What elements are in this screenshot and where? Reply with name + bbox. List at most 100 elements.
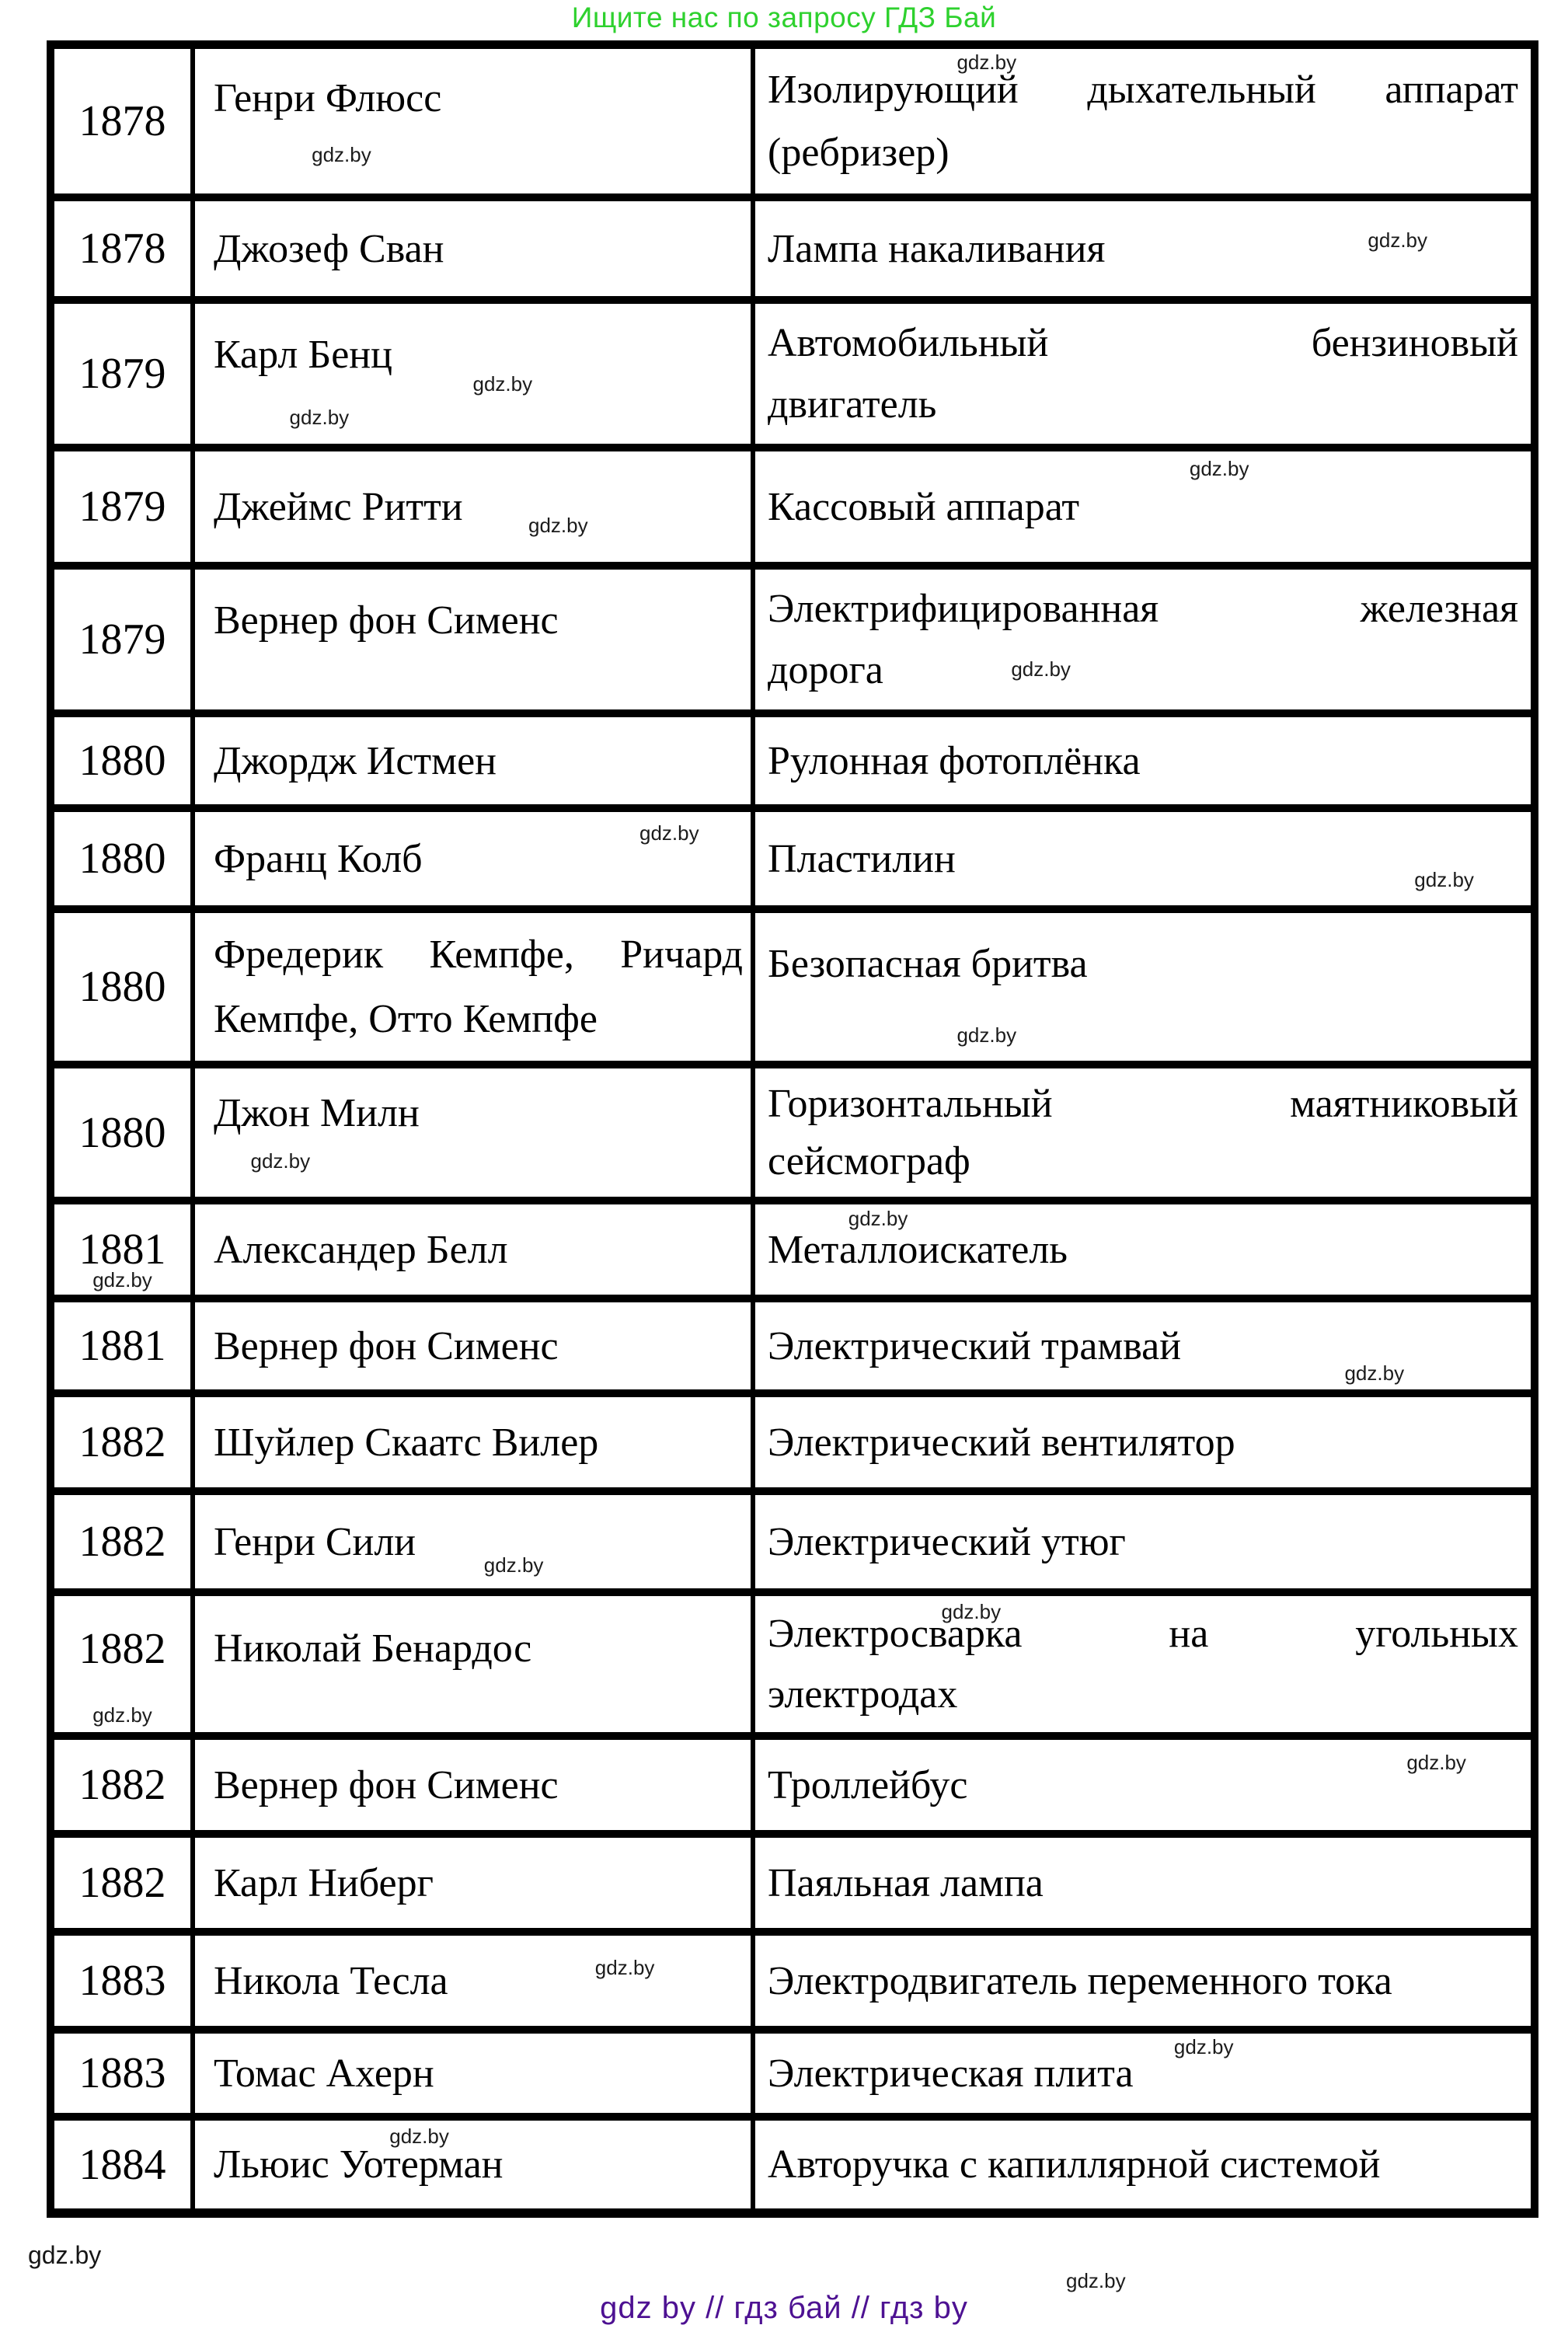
invention-text: Изолирующий дыхательный аппарат bbox=[768, 67, 1518, 112]
inventor-name: Генри Сили bbox=[214, 1519, 416, 1564]
year-cell: 1880 bbox=[54, 1068, 190, 1197]
year-cell: 1878 bbox=[54, 201, 190, 296]
invention-text: Электрифицированная железная bbox=[768, 586, 1518, 631]
inventor-name: Вернер фон Сименс bbox=[214, 1762, 559, 1807]
invention-cell: Рулонная фотоплёнка bbox=[755, 717, 1531, 804]
invention-cell: Авторучка с капиллярной системой bbox=[755, 2121, 1531, 2208]
invention-text: Авторучка с капиллярной системой bbox=[768, 2142, 1381, 2187]
year-value: 1882 bbox=[78, 1761, 166, 1809]
year-cell: 1883 bbox=[54, 1936, 190, 2026]
gdzby-watermark: gdz.by bbox=[1011, 657, 1071, 681]
inventions-table: 1878 Генри Флюсс gdz.by Изолирующий дыха… bbox=[47, 40, 1538, 2218]
invention-cell: Электросварка на угольных электродах gdz… bbox=[755, 1596, 1531, 1732]
inventor-name: Никола Тесла bbox=[214, 1958, 448, 2003]
year-value: 1878 bbox=[78, 225, 166, 273]
year-cell: 1882 bbox=[54, 1838, 190, 1928]
gdzby-watermark: gdz.by bbox=[472, 372, 533, 396]
inventor-cell: Фредерик Кемпфе, Ричард Кемпфе, Отто Кем… bbox=[195, 913, 751, 1061]
invention-text: Электрическая плита bbox=[768, 2051, 1134, 2096]
gdzby-watermark: gdz.by bbox=[956, 1023, 1017, 1047]
invention-cell: Паяльная лампа bbox=[755, 1838, 1531, 1928]
invention-text: Троллейбус bbox=[768, 1762, 968, 1807]
invention-text: дорога bbox=[768, 648, 883, 693]
gdzby-watermark: gdz.by bbox=[92, 1703, 152, 1727]
year-value: 1883 bbox=[78, 2049, 166, 2097]
year-cell: 1879 bbox=[54, 451, 190, 562]
inventor-cell: Джон Милн gdz.by bbox=[195, 1068, 751, 1197]
gdzby-watermark: gdz.by bbox=[941, 1600, 1002, 1623]
year-value: 1882 bbox=[78, 1518, 166, 1566]
inventor-name: Томас Ахерн bbox=[214, 2051, 434, 2096]
gdzby-watermark: gdz.by bbox=[1368, 228, 1428, 252]
gdzby-watermark: gdz.by bbox=[1406, 1751, 1466, 1775]
inventor-cell: Александер Белл bbox=[195, 1204, 751, 1295]
gdzby-watermark: gdz.by bbox=[250, 1149, 311, 1173]
invention-text: Паяльная лампа bbox=[768, 1860, 1044, 1905]
footer-links-line: gdz by // гдз бай // гдз by bbox=[600, 2291, 968, 2325]
year-value: 1881 bbox=[78, 1322, 166, 1370]
gdzby-watermark: gdz.by bbox=[483, 1553, 544, 1577]
inventor-cell: Вернер фон Сименс bbox=[195, 570, 751, 709]
invention-cell: Электрическая плита gdz.by bbox=[755, 2034, 1531, 2113]
inventor-cell: Карл Бенц gdz.by gdz.by bbox=[195, 304, 751, 444]
year-cell: 1879 bbox=[54, 304, 190, 444]
year-cell: 1881 gdz.by bbox=[54, 1204, 190, 1295]
inventor-name: Генри Флюсс bbox=[214, 75, 442, 120]
year-cell: 1881 bbox=[54, 1302, 190, 1389]
invention-text: Электрический вентилятор bbox=[768, 1420, 1235, 1465]
invention-text: Электрический трамвай bbox=[768, 1323, 1182, 1368]
inventor-cell: Джордж Истмен bbox=[195, 717, 751, 804]
invention-cell: Электрический вентилятор bbox=[755, 1397, 1531, 1487]
year-cell: 1878 bbox=[54, 49, 190, 193]
invention-text: двигатель bbox=[768, 382, 937, 427]
gdzby-watermark: gdz.by bbox=[389, 2124, 449, 2148]
invention-text: Металлоискатель bbox=[768, 1227, 1068, 1272]
gdzby-watermark: gdz.by bbox=[28, 2241, 102, 2269]
inventor-cell: Вернер фон Сименс bbox=[195, 1302, 751, 1389]
year-value: 1882 bbox=[78, 1859, 166, 1907]
gdzby-watermark: gdz.by bbox=[956, 50, 1017, 74]
gdzby-watermark: gdz.by bbox=[1173, 2035, 1234, 2059]
invention-text: Электросварка на угольных bbox=[768, 1612, 1518, 1656]
year-value: 1880 bbox=[78, 1108, 166, 1157]
invention-text: Лампа накаливания bbox=[768, 226, 1106, 271]
gdzby-watermark: gdz.by bbox=[1066, 2269, 1126, 2292]
inventor-cell: Генри Флюсс gdz.by bbox=[195, 49, 751, 193]
inventor-cell: Вернер фон Сименс bbox=[195, 1740, 751, 1830]
inventor-name: Вернер фон Сименс bbox=[214, 598, 559, 643]
year-value: 1878 bbox=[78, 97, 166, 145]
year-cell: 1880 bbox=[54, 717, 190, 804]
inventor-name: Джозеф Сван bbox=[214, 226, 444, 271]
invention-cell: Лампа накаливания gdz.by bbox=[755, 201, 1531, 296]
invention-cell: Пластилин gdz.by bbox=[755, 812, 1531, 905]
gdzby-watermark: gdz.by bbox=[1414, 868, 1474, 892]
inventor-name: Шуйлер Скаатс Вилер bbox=[214, 1420, 599, 1465]
inventor-name: Джон Милн bbox=[214, 1091, 420, 1135]
inventor-cell: Генри Сили gdz.by bbox=[195, 1495, 751, 1588]
inventor-name: Карл Ниберг bbox=[214, 1860, 434, 1905]
invention-text: Горизонтальный маятниковый bbox=[768, 1081, 1518, 1126]
year-value: 1884 bbox=[78, 2140, 166, 2189]
gdzby-watermark: gdz.by bbox=[312, 142, 371, 166]
year-cell: 1884 bbox=[54, 2121, 190, 2208]
invention-text: (ребризер) bbox=[768, 131, 950, 176]
gdzby-watermark: gdz.by bbox=[1189, 456, 1249, 480]
invention-cell: Изолирующий дыхательный аппарат (ребризе… bbox=[755, 49, 1531, 193]
year-cell: 1880 bbox=[54, 812, 190, 905]
invention-text: Электрический утюг bbox=[768, 1519, 1126, 1564]
year-value: 1880 bbox=[78, 963, 166, 1011]
inventor-cell: Льюис Уотерман gdz.by bbox=[195, 2121, 751, 2208]
invention-cell: Троллейбус gdz.by bbox=[755, 1740, 1531, 1830]
year-cell: 1882 bbox=[54, 1397, 190, 1487]
year-cell: 1880 bbox=[54, 913, 190, 1061]
invention-cell: Металлоискатель gdz.by bbox=[755, 1204, 1531, 1295]
inventor-cell: Карл Ниберг bbox=[195, 1838, 751, 1928]
invention-cell: Безопасная бритва gdz.by bbox=[755, 913, 1531, 1061]
inventor-name: Александер Белл bbox=[214, 1227, 508, 1272]
year-value: 1879 bbox=[78, 483, 166, 531]
year-value: 1881 bbox=[78, 1225, 166, 1274]
inventor-cell: Джеймс Ритти gdz.by bbox=[195, 451, 751, 562]
invention-text: Кассовый аппарат bbox=[768, 484, 1080, 529]
year-value: 1882 bbox=[78, 1624, 166, 1673]
gdzby-watermark: gdz.by bbox=[848, 1206, 908, 1230]
